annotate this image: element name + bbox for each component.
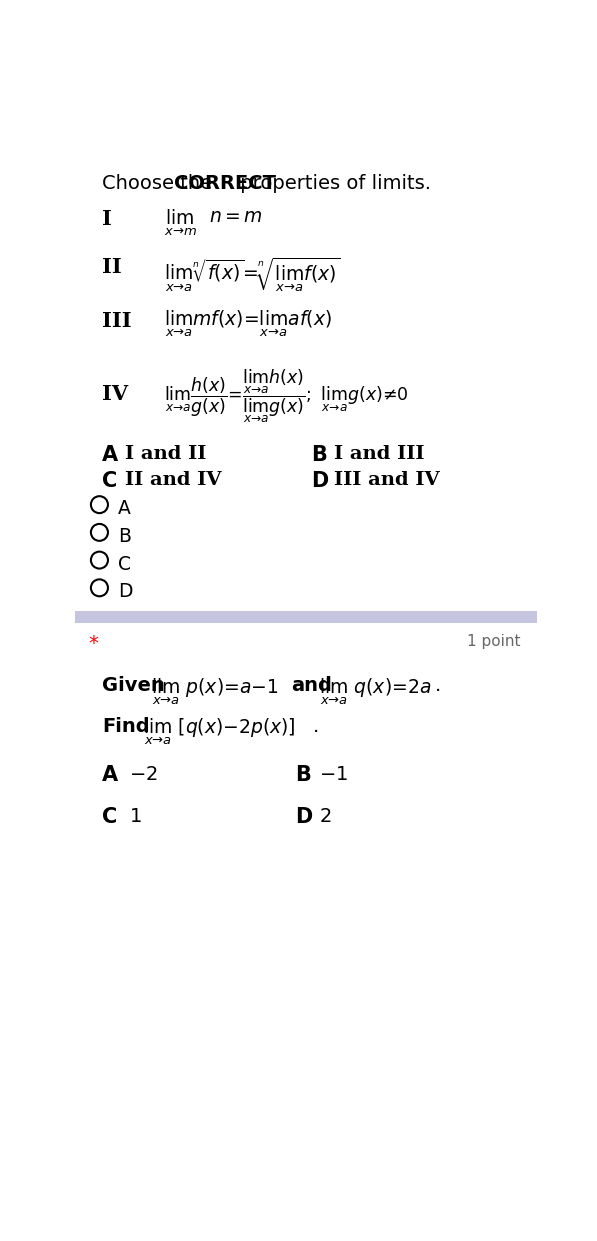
Text: C: C xyxy=(101,807,117,828)
Text: CORRECT: CORRECT xyxy=(174,174,276,192)
Text: $2$: $2$ xyxy=(319,807,331,827)
Text: C: C xyxy=(101,470,117,490)
Text: I and III: I and III xyxy=(334,446,424,463)
Text: $\lim_{x \to a}\ q(x) = 2a$: $\lim_{x \to a}\ q(x) = 2a$ xyxy=(319,676,431,706)
Text: $\lim_{x \to m}$: $\lim_{x \to m}$ xyxy=(164,207,197,238)
Text: D: D xyxy=(311,470,328,490)
Text: Given: Given xyxy=(101,676,165,695)
Text: $\lim_{x \to a}\ p(x) = a-1$: $\lim_{x \to a}\ p(x) = a-1$ xyxy=(150,676,278,706)
Text: .: . xyxy=(435,676,441,695)
Text: $-2$: $-2$ xyxy=(129,764,158,784)
Text: I and II: I and II xyxy=(125,446,207,463)
Text: $-1$: $-1$ xyxy=(319,764,347,784)
Text: A: A xyxy=(118,499,131,519)
Text: B: B xyxy=(296,764,312,784)
Text: 1 point: 1 point xyxy=(467,634,520,649)
Text: C: C xyxy=(118,555,131,573)
Text: Choose the: Choose the xyxy=(101,174,218,192)
Text: *: * xyxy=(88,634,99,653)
Text: I: I xyxy=(101,208,112,230)
Text: III: III xyxy=(101,310,131,330)
Text: $1$: $1$ xyxy=(129,807,141,827)
Text: B: B xyxy=(118,527,131,546)
Text: $\lim_{x \to a}\ \left[q(x)-2p(x)\right]$: $\lim_{x \to a}\ \left[q(x)-2p(x)\right]… xyxy=(143,717,296,747)
Text: IV: IV xyxy=(101,383,128,403)
Text: II: II xyxy=(101,257,122,277)
Text: .: . xyxy=(313,717,319,736)
Text: B: B xyxy=(311,446,327,465)
Text: D: D xyxy=(118,582,133,602)
Bar xyxy=(75,611,537,623)
Text: $n = m$: $n = m$ xyxy=(209,207,263,226)
Text: $\lim_{x \to a} \sqrt[n]{f(x)} = \sqrt[n]{\lim_{x \to a} f(x)}$: $\lim_{x \to a} \sqrt[n]{f(x)} = \sqrt[n… xyxy=(164,256,340,294)
Text: A: A xyxy=(101,764,118,784)
Text: D: D xyxy=(296,807,313,828)
Text: Find: Find xyxy=(101,717,149,736)
Text: III and IV: III and IV xyxy=(334,470,440,489)
Text: and: and xyxy=(291,676,333,695)
Text: properties of limits.: properties of limits. xyxy=(234,174,431,192)
Text: II and IV: II and IV xyxy=(125,470,221,489)
Text: $\lim_{x \to a} \dfrac{h(x)}{g(x)} = \dfrac{\lim_{x \to a} h(x)}{\lim_{x \to a} : $\lim_{x \to a} \dfrac{h(x)}{g(x)} = \df… xyxy=(164,367,408,424)
Text: $\lim_{x \to a} m f(x) = \lim_{x \to a} a f(x)$: $\lim_{x \to a} m f(x) = \lim_{x \to a} … xyxy=(164,309,331,339)
Text: A: A xyxy=(101,446,118,465)
